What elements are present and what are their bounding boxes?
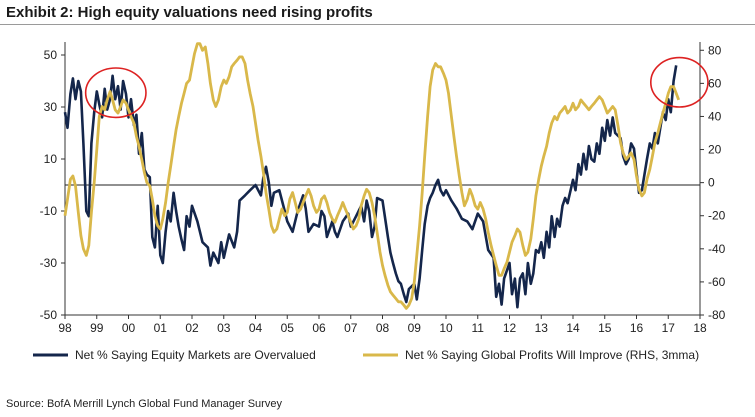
x-tick-label: 13 — [535, 321, 549, 335]
title-divider — [0, 24, 755, 25]
x-tick-label: 15 — [598, 321, 612, 335]
right-tick-label: 20 — [708, 143, 722, 157]
line-chart: 50 30 10 -10 -30 -50 80 60 40 20 0 -20 -40 -60 -80 98 99… — [33, 42, 726, 362]
chart-legend: Net % Saying Equity Markets are Overvalu… — [33, 348, 699, 362]
right-tick-label: -80 — [708, 308, 726, 322]
chart-axes: 50 30 10 -10 -30 -50 80 60 40 20 0 -20 -40 -60 -80 98 99… — [40, 42, 726, 335]
left-tick-label: -10 — [40, 204, 58, 218]
left-tick-label: 10 — [44, 152, 58, 166]
x-tick-label: 07 — [344, 321, 358, 335]
x-tick-label: 01 — [154, 321, 168, 335]
right-tick-label: 0 — [708, 176, 715, 190]
legend-label-equity: Net % Saying Equity Markets are Overvalu… — [75, 348, 316, 362]
x-tick-label: 12 — [503, 321, 517, 335]
left-tick-label: 30 — [44, 100, 58, 114]
highlight-2017-circle — [649, 56, 709, 108]
right-tick-label: -20 — [708, 209, 726, 223]
x-tick-label: 10 — [439, 321, 453, 335]
highlight-1999-circle — [84, 67, 147, 119]
x-tick-label: 98 — [58, 321, 72, 335]
x-tick-label: 06 — [312, 321, 326, 335]
x-tick-label: 09 — [408, 321, 422, 335]
chart-title: Exhibit 2: High equity valuations need r… — [6, 4, 373, 21]
right-tick-label: -60 — [708, 275, 726, 289]
x-tick-label: 02 — [185, 321, 199, 335]
chart-annotations — [84, 56, 709, 119]
right-tick-label: 80 — [708, 43, 722, 57]
x-tick-label: 04 — [249, 321, 263, 335]
right-tick-label: -40 — [708, 242, 726, 256]
left-tick-label: -50 — [40, 308, 58, 322]
legend-label-profits: Net % Saying Global Profits Will Improve… — [405, 348, 699, 362]
x-tick-label: 14 — [566, 321, 580, 335]
x-tick-label: 99 — [90, 321, 104, 335]
x-tick-label: 08 — [376, 321, 390, 335]
equity-overvalued-line — [63, 65, 678, 309]
left-tick-label: -30 — [40, 256, 58, 270]
left-tick-label: 50 — [44, 48, 58, 62]
x-tick-label: 03 — [217, 321, 231, 335]
x-tick-label: 17 — [662, 321, 676, 335]
right-tick-label: 60 — [708, 76, 722, 90]
x-tick-label: 16 — [630, 321, 644, 335]
x-tick-label: 18 — [693, 321, 707, 335]
x-tick-label: 00 — [122, 321, 136, 335]
x-tick-label: 11 — [472, 321, 485, 335]
profits-improve-line — [63, 42, 681, 310]
right-tick-label: 40 — [708, 109, 722, 123]
x-tick-label: 05 — [281, 321, 295, 335]
source-note: Source: BofA Merrill Lynch Global Fund M… — [6, 398, 282, 410]
chart-series — [63, 42, 681, 310]
